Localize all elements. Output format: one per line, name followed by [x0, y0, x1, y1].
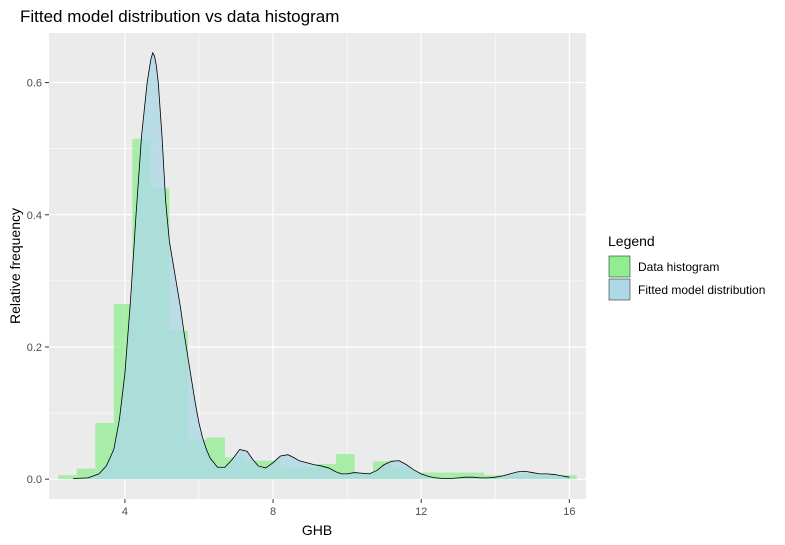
histogram-bar: [465, 472, 485, 480]
x-axis-title: GHB: [302, 522, 332, 538]
histogram-bar: [336, 454, 355, 480]
legend-item-fitted-model: Fitted model distribution: [608, 278, 765, 301]
y-axis-ticks: 0.0 0.2 0.4 0.6: [27, 78, 49, 486]
density-layer: [73, 51, 570, 480]
x-tick-label: 4: [122, 506, 128, 518]
histogram-bar: [58, 475, 77, 480]
y-tick-label: 0.0: [27, 474, 42, 486]
legend-key-fitted-model: [608, 278, 631, 301]
histogram-bar: [447, 472, 466, 480]
legend: Legend Data histogram Fitted model distr…: [608, 233, 765, 301]
x-tick-label: 8: [270, 506, 276, 518]
legend-title: Legend: [608, 233, 655, 249]
density-line: [73, 51, 570, 479]
x-tick-label: 16: [563, 506, 575, 518]
legend-label-data-histogram: Data histogram: [638, 260, 719, 274]
histogram-bar: [428, 472, 448, 480]
legend-key-data-histogram: [608, 255, 631, 278]
density-area: [73, 52, 570, 480]
chart-title: Fitted model distribution vs data histog…: [20, 7, 339, 26]
y-axis-title: Relative frequency: [7, 208, 23, 324]
y-tick-label: 0.6: [27, 78, 42, 90]
x-tick-label: 12: [415, 506, 427, 518]
legend-label-fitted-model: Fitted model distribution: [638, 283, 765, 297]
y-tick-label: 0.4: [27, 210, 42, 222]
y-tick-label: 0.2: [27, 342, 42, 354]
legend-item-data-histogram: Data histogram: [608, 255, 719, 278]
histogram-bar: [76, 468, 96, 480]
x-axis-ticks: 4 8 12 16: [122, 499, 575, 518]
